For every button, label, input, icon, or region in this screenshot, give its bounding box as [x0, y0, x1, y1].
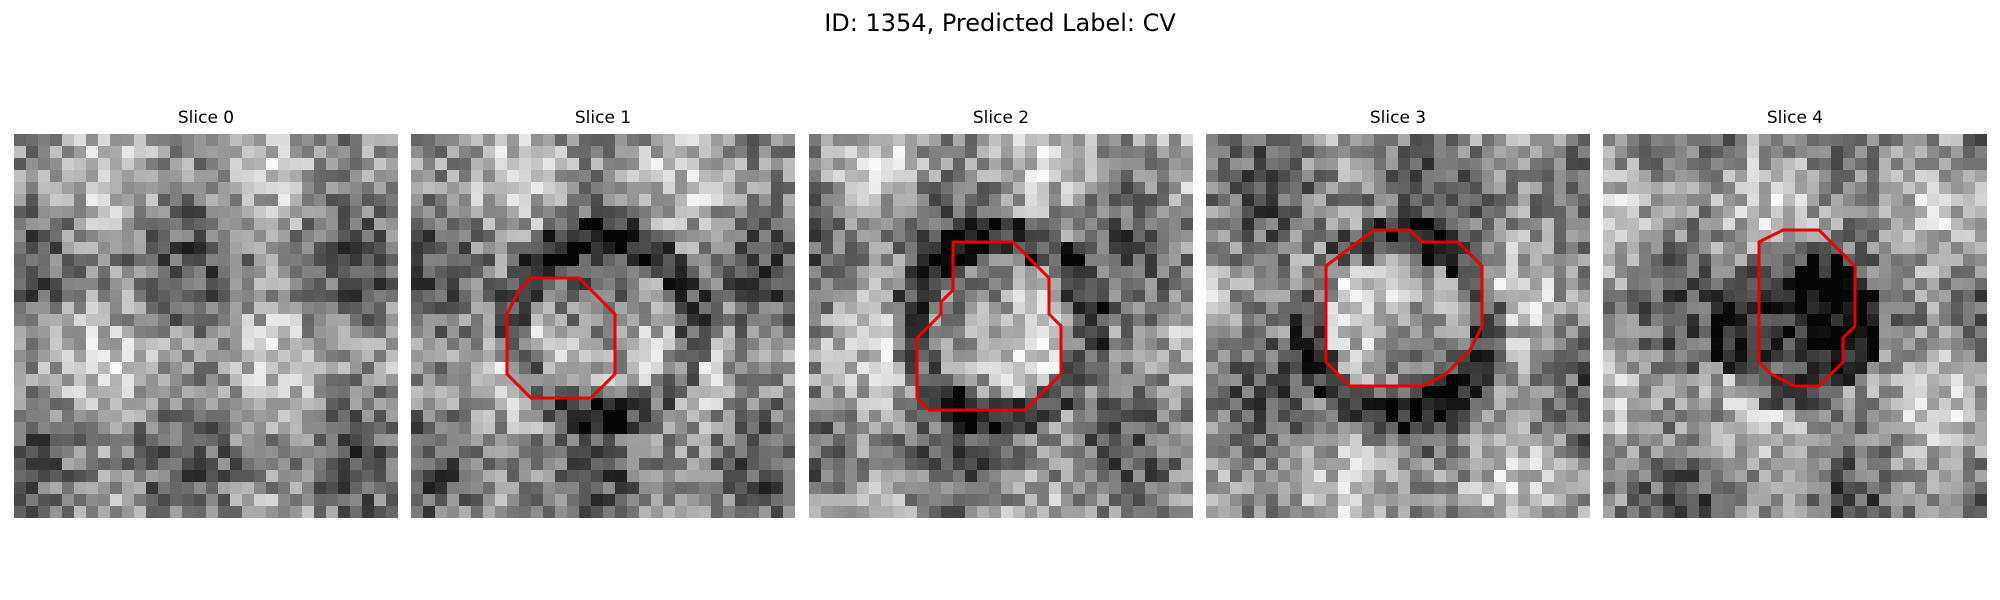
pixel-grid: [411, 134, 795, 518]
segmentation-contour: [505, 276, 617, 400]
slice-panel-4: Slice 4: [1603, 107, 1987, 518]
slice-title: Slice 3: [1369, 108, 1427, 128]
segmentation-contour: [1324, 228, 1484, 388]
slice-title: Slice 2: [972, 108, 1030, 128]
segmentation-contour: [1757, 228, 1857, 388]
pixel-grid: [1603, 134, 1987, 518]
slice-panel-0: Slice 0: [14, 107, 398, 518]
figure-title: ID: 1354, Predicted Label: CV: [824, 9, 1176, 37]
pixel-grid: [14, 134, 398, 518]
segmentation-contour: [915, 240, 1063, 412]
slice-image-0: [14, 134, 398, 518]
slice-title: Slice 0: [177, 108, 235, 128]
slice-panel-2: Slice 2: [809, 107, 1193, 518]
slice-panel-1: Slice 1: [411, 107, 795, 518]
pixel-grid: [809, 134, 1193, 518]
pixel-grid: [1206, 134, 1590, 518]
slice-title: Slice 1: [574, 108, 632, 128]
slice-image-4: [1603, 134, 1987, 518]
slice-image-1: [411, 134, 795, 518]
slice-image-2: [809, 134, 1193, 518]
slice-image-3: [1206, 134, 1590, 518]
slice-panel-3: Slice 3: [1206, 107, 1590, 518]
slice-title: Slice 4: [1766, 108, 1824, 128]
